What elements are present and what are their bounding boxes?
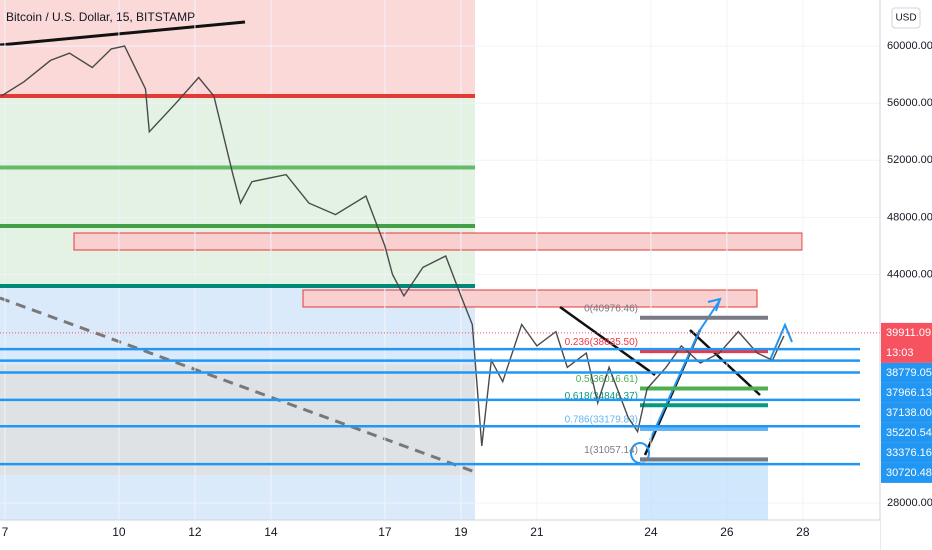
price-tag (881, 402, 932, 423)
price-tag-label: 37966.13 (886, 387, 932, 399)
currency[interactable]: USD (895, 13, 916, 24)
y-tick-label: 52000.00 (887, 154, 932, 166)
trend-line (0, 20, 246, 47)
y-tick-label: 44000.00 (887, 268, 932, 280)
y-tick-label: 28000.00 (887, 497, 932, 509)
x-tick-label: 21 (530, 525, 544, 539)
resistance-box (302, 289, 758, 308)
y-tick-label: 60000.00 (887, 40, 932, 52)
y-tick-label: 48000.00 (887, 211, 932, 223)
resistance-box (73, 232, 803, 251)
price-line (0, 45, 785, 446)
arrow (649, 299, 721, 441)
countdown: 13:03 (886, 347, 914, 359)
axes: 60000.00 56000.00 52000.00 48000.00 44000.00… (2, 40, 932, 539)
x-tick-label: 17 (378, 525, 392, 539)
fib-label: 0.5(36016.61) (576, 374, 638, 385)
x-tick-label: 7 (2, 525, 9, 539)
fib-label: 0.618(34846.37) (565, 391, 638, 402)
time-axis (0, 520, 880, 550)
price-tag-label: 30720.48 (886, 467, 932, 479)
chart-title: Bitcoin / U.S. Dollar, 15, BITSTAMP (6, 10, 195, 24)
plot: 0(40976.46) 0.236(38635.50) 0.5(36016.61) 0… (0, 0, 880, 520)
fib-label: 0(40976.46) (584, 303, 638, 314)
price-tag (881, 462, 932, 483)
price-tag (881, 362, 932, 383)
price-tag (881, 422, 932, 443)
x-tick-label: 24 (644, 525, 658, 539)
x-tick-label: 28 (796, 525, 810, 539)
currency-button[interactable] (891, 7, 921, 29)
price-tag (881, 322, 932, 363)
price-tag-label: 35220.54 (886, 427, 932, 439)
price-tag-label: 38779.05 (886, 367, 932, 379)
red-zone (0, 0, 475, 95)
x-tick-label: 12 (188, 525, 202, 539)
trend-line (689, 329, 761, 396)
price-tag (881, 382, 932, 403)
y-tick-label: 56000.00 (887, 97, 932, 109)
fib-label: 0.236(38635.50) (565, 337, 638, 348)
trend-line (559, 305, 656, 377)
price-tag-label: 39911.09 (886, 327, 931, 339)
fib-label: 0.786(33179.83) (565, 415, 638, 426)
arrowhead (707, 297, 722, 312)
x-tick-label: 19 (454, 525, 468, 539)
x-tick-label: 14 (264, 525, 278, 539)
price-tag-label: 33376.16 (886, 447, 932, 459)
x-tick-label: 26 (720, 525, 734, 539)
gray-zone (0, 365, 475, 475)
price-tag (881, 442, 932, 463)
price-tag-label: 37138.00 (886, 407, 932, 419)
fib-box (640, 459, 768, 520)
fib-label: 1(31057.14) (584, 445, 638, 456)
x-tick-label: 10 (112, 525, 126, 539)
